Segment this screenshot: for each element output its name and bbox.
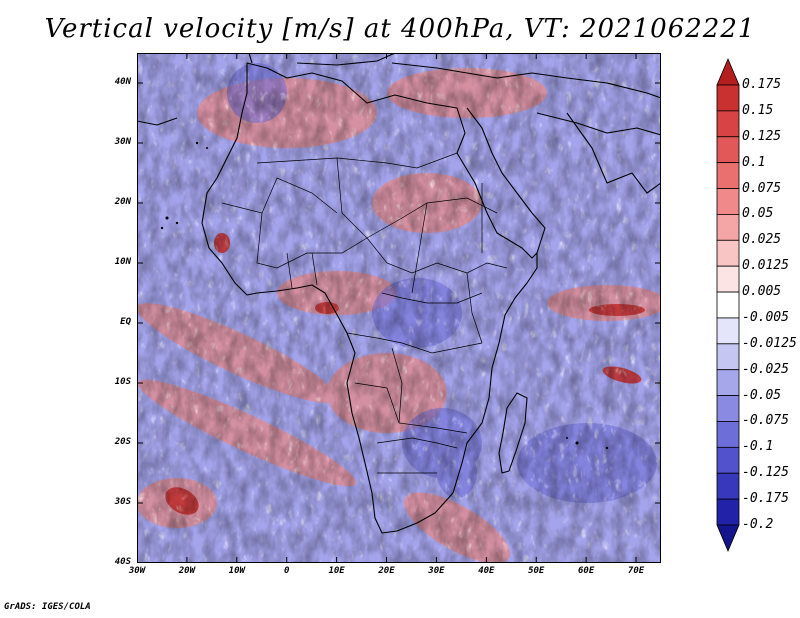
lon-label: 50E: [528, 566, 545, 576]
colorbar-label: 0.15: [742, 102, 774, 118]
blue-streak-texture: [137, 53, 661, 563]
chart-title: Vertical velocity [m/s] at 400hPa, VT: 2…: [44, 14, 756, 44]
colorbar-label: 0.005: [742, 284, 782, 300]
map-frame: [137, 53, 661, 563]
vertical-velocity-map: [137, 53, 661, 563]
colorbar-swatch: [716, 57, 740, 86]
lon-label: 20E: [378, 566, 395, 576]
map-panel: [137, 53, 661, 563]
lat-label: 10N: [114, 257, 131, 267]
lat-label: 20S: [114, 437, 131, 447]
lat-label: 10S: [114, 377, 131, 387]
colorbar-label: 0.1: [742, 154, 766, 170]
lon-label: 0: [283, 566, 290, 576]
lon-label: 10E: [328, 566, 345, 576]
colorbar-swatch: [716, 84, 740, 112]
colorbar-swatch: [716, 162, 740, 189]
lat-label: 40S: [114, 557, 131, 567]
colorbar-swatch: [716, 421, 740, 448]
colorbar-label: -0.2: [742, 517, 774, 532]
colorbar-label: 0.125: [742, 128, 782, 144]
colorbar-swatch: [716, 446, 740, 474]
colorbar-label: -0.025: [742, 361, 789, 377]
islands: [160, 141, 609, 450]
colorbar-swatch: [716, 472, 740, 500]
grads-credit: GrADS: IGES/COLA: [4, 602, 91, 612]
colorbar-label: 0.025: [742, 232, 782, 248]
colorbar-swatch: [716, 265, 740, 293]
colorbar-label: -0.05: [742, 387, 782, 403]
colorbar-swatch: [716, 395, 740, 422]
colorbar-label: -0.005: [742, 309, 789, 325]
colorbar-swatch: [716, 136, 740, 164]
colorbar-swatch: [716, 317, 740, 345]
lon-label: 20W: [178, 566, 196, 576]
coastlines: [137, 53, 661, 534]
colorbar-swatch: [716, 524, 740, 553]
lon-label: 30E: [428, 566, 445, 576]
lat-label: 20N: [114, 197, 131, 207]
lon-label: 10W: [228, 566, 245, 576]
colorbar-label: -0.125: [742, 465, 789, 481]
lat-label: 30S: [114, 497, 131, 507]
lon-label: 70E: [627, 566, 645, 576]
colorbar-swatch: [716, 188, 740, 215]
country-borders: [221, 152, 508, 474]
colorbar-swatch: [716, 369, 740, 396]
colorbar-label: -0.1: [742, 439, 774, 455]
colorbar-swatch: [716, 239, 740, 267]
lat-label: EQ: [120, 317, 131, 327]
lon-label: 30W: [128, 566, 146, 576]
colorbar-swatch: [716, 214, 740, 241]
colorbar-label: 0.175: [742, 77, 782, 92]
colorbar-swatch: [716, 110, 740, 138]
colorbar-swatch: [716, 291, 740, 319]
lat-label: 30N: [114, 137, 131, 147]
lat-label: 40N: [114, 77, 131, 87]
colorbar-swatch: [716, 343, 740, 371]
colorbar-label: -0.075: [742, 413, 789, 429]
lon-label: 40E: [478, 566, 495, 576]
colorbar-label: 0.0125: [742, 258, 789, 274]
colorbar-label: 0.05: [742, 206, 774, 222]
lon-label: 60E: [578, 566, 595, 576]
colorbar-swatch: [716, 498, 740, 526]
colorbar-label: 0.075: [742, 180, 782, 196]
colorbar: [716, 57, 740, 553]
colorbar-label: -0.0125: [742, 335, 797, 351]
colorbar-label: -0.175: [742, 491, 789, 507]
